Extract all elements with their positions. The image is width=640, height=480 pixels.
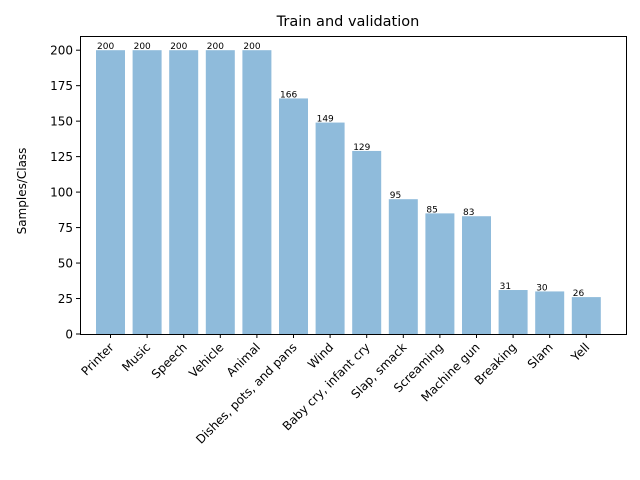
y-tick-label: 200: [50, 44, 73, 58]
y-tick-label: 0: [65, 328, 73, 342]
bar-value-label: 26: [573, 289, 585, 299]
y-tick-label: 150: [50, 115, 73, 129]
y-tick-label: 125: [50, 150, 73, 164]
x-tick-label: Vehicle: [186, 340, 226, 380]
bar-value-label: 95: [390, 191, 401, 201]
bar: [279, 98, 308, 334]
bar-value-label: 30: [536, 283, 548, 293]
bar-value-label: 129: [353, 143, 370, 153]
bar-value-label: 200: [134, 42, 151, 52]
y-tick-label: 175: [50, 79, 73, 93]
x-tick-label: Yell: [568, 340, 593, 365]
bar: [571, 297, 601, 334]
x-tick-label: Printer: [78, 340, 116, 378]
y-tick-label: 100: [50, 186, 73, 200]
bar: [388, 199, 418, 334]
chart-title: Train and validation: [276, 14, 420, 30]
y-tick-label: 75: [58, 221, 73, 235]
bar: [169, 50, 199, 334]
x-tick-label: Slam: [525, 340, 556, 371]
bar-value-label: 166: [280, 90, 297, 100]
bar: [205, 50, 235, 334]
y-tick-label: 25: [58, 292, 73, 306]
y-tick-label: 50: [58, 257, 73, 271]
y-axis-label: Samples/Class: [15, 148, 29, 235]
bar: [462, 216, 491, 334]
plot-frame: [80, 36, 627, 335]
bar: [498, 290, 528, 334]
bar: [315, 122, 345, 334]
bar: [132, 50, 162, 334]
bar: [242, 50, 272, 334]
bar-labels-group: 200 200 200 200 200 166 149 129 95 85 83 31 30 26: [97, 42, 585, 299]
bar-value-label: 200: [170, 42, 187, 52]
y-axis: 0 25 50 75 100 125 150 175 200: [50, 44, 80, 342]
bar-value-label: 31: [500, 282, 511, 292]
bar-value-label: 200: [97, 42, 114, 52]
bar-value-label: 200: [207, 42, 224, 52]
bar-value-label: 200: [243, 42, 260, 52]
bar: [425, 213, 455, 334]
bars-group: [96, 50, 601, 334]
bar-value-label: 83: [463, 208, 474, 218]
x-tick-label: Speech: [149, 340, 190, 381]
bar-value-label: 85: [426, 205, 437, 215]
bar-value-label: 149: [317, 115, 334, 125]
x-tick-label: Wind: [305, 340, 336, 371]
bar: [535, 291, 565, 334]
bar: [352, 150, 382, 334]
x-tick-label: Music: [119, 340, 153, 374]
bar: [96, 50, 125, 334]
